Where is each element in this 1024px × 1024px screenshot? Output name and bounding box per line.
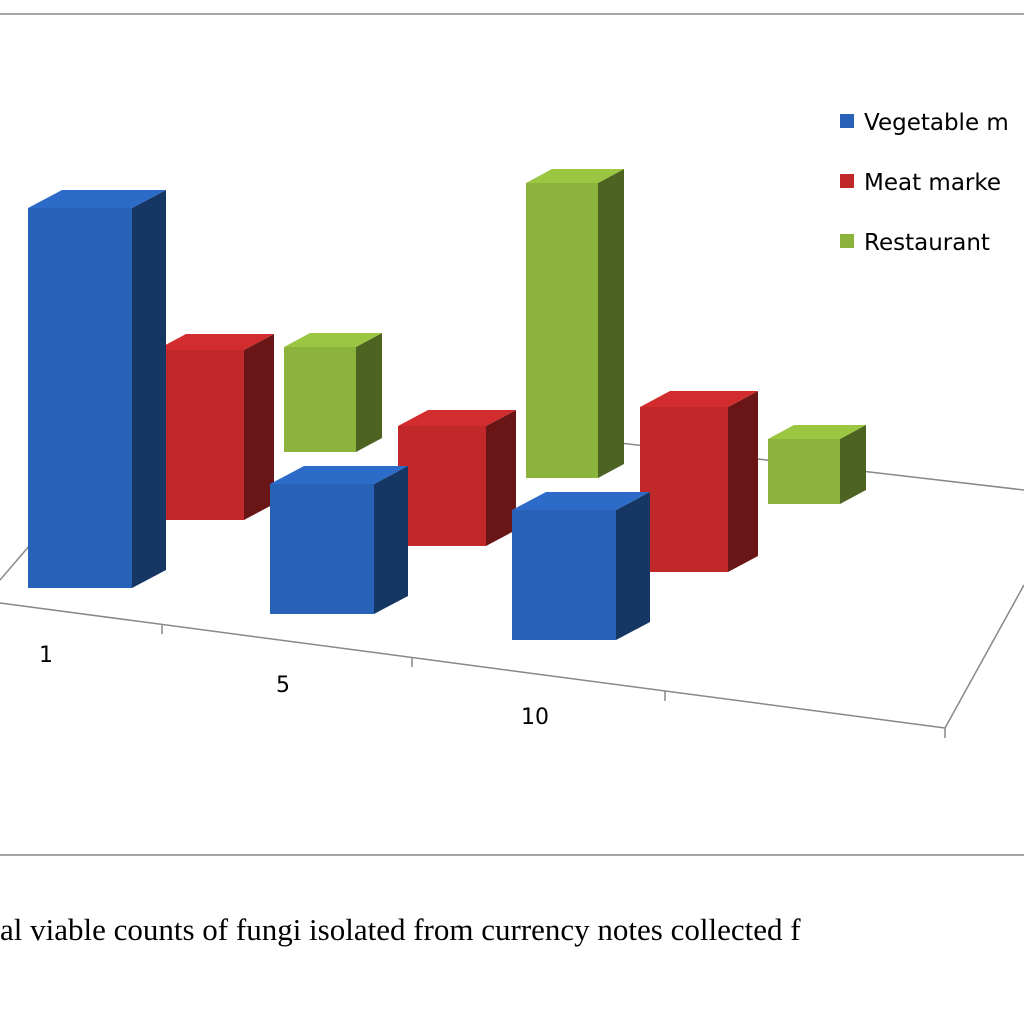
bar-front bbox=[270, 484, 374, 614]
bar-top bbox=[28, 190, 166, 208]
bar-front bbox=[28, 208, 132, 588]
legend-label: Vegetable m bbox=[864, 110, 1009, 136]
x-tick-label: 1 bbox=[39, 643, 53, 668]
floor-left bbox=[0, 544, 31, 581]
bar-top bbox=[512, 492, 650, 510]
bar-front bbox=[398, 426, 486, 546]
caption: al viable counts of fungi isolated from … bbox=[0, 912, 801, 947]
floor-right bbox=[944, 584, 1024, 729]
legend-label: Restaurant bbox=[864, 230, 990, 256]
bar-top bbox=[398, 410, 516, 426]
legend-swatch bbox=[840, 114, 854, 128]
bar-side bbox=[374, 466, 408, 614]
bar-side bbox=[244, 334, 274, 520]
bar-side bbox=[486, 410, 516, 546]
bar-top bbox=[270, 466, 408, 484]
legend-swatch bbox=[840, 234, 854, 248]
bars bbox=[28, 169, 866, 640]
bar-front bbox=[512, 510, 616, 640]
bar-side bbox=[356, 333, 382, 452]
bar-front bbox=[526, 183, 598, 478]
bar-top bbox=[526, 169, 624, 183]
legend-swatch bbox=[840, 174, 854, 188]
bar-top bbox=[640, 391, 758, 407]
bar-side bbox=[840, 425, 866, 504]
bar-front bbox=[640, 407, 728, 572]
bar-side bbox=[728, 391, 758, 572]
bar-top bbox=[768, 425, 866, 439]
bar-side bbox=[616, 492, 650, 640]
bar-top bbox=[284, 333, 382, 347]
bar-side bbox=[598, 169, 624, 478]
bar-front bbox=[284, 347, 356, 452]
x-tick-label: 10 bbox=[521, 705, 549, 730]
bar-top bbox=[156, 334, 274, 350]
x-tick-label: 5 bbox=[276, 673, 290, 698]
floor-front bbox=[0, 602, 946, 729]
bar-side bbox=[132, 190, 166, 588]
bar-front bbox=[156, 350, 244, 520]
legend-label: Meat marke bbox=[864, 170, 1001, 196]
bar-front bbox=[768, 439, 840, 504]
